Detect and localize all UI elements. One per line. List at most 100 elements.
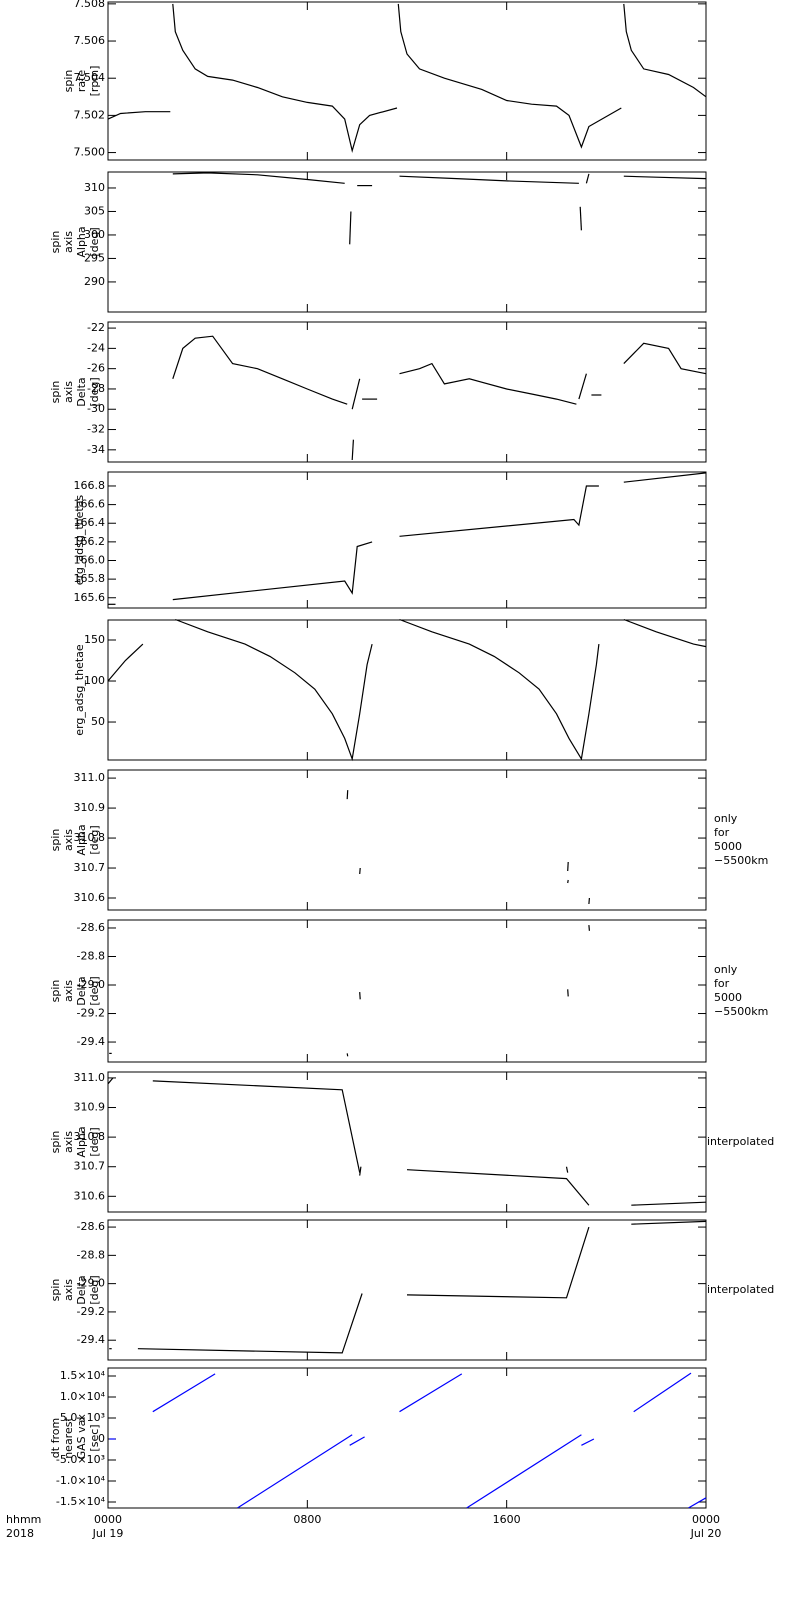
- y-tick-label: 7.502: [74, 108, 106, 121]
- x-tick-label: 0800: [293, 1513, 321, 1526]
- data-line: [152, 1373, 216, 1413]
- y-tick-label: -29.0: [77, 978, 105, 991]
- y-axis-label: spin: [49, 980, 62, 1003]
- x-axis-label: 2018: [6, 1527, 34, 1540]
- y-tick-label: 310.9: [74, 1101, 106, 1114]
- data-line: [565, 1166, 569, 1173]
- panel-note: 5000: [714, 991, 742, 1004]
- data-line: [588, 925, 590, 931]
- y-tick-label: -28.6: [77, 921, 105, 934]
- data-line: [107, 1077, 114, 1085]
- y-tick-label: -29.4: [77, 1333, 105, 1346]
- panel-frame: [107, 1071, 707, 1213]
- y-tick-label: 7.506: [74, 34, 106, 47]
- data-line: [346, 1053, 349, 1057]
- data-line: [567, 861, 569, 872]
- data-line: [633, 1372, 692, 1413]
- y-tick-label: 165.8: [74, 572, 106, 585]
- y-axis-label: erg_adsg_thetae: [73, 644, 86, 736]
- data-line: [581, 1438, 595, 1446]
- panel-note: interpolated: [707, 1283, 774, 1296]
- data-line: [466, 1434, 582, 1509]
- data-line: [349, 1436, 365, 1446]
- y-tick-label: 290: [84, 275, 105, 288]
- data-line: [359, 992, 361, 1000]
- y-tick-label: 1.5×10⁴: [60, 1369, 106, 1382]
- y-axis-label: spin: [49, 381, 62, 404]
- x-axis-label: hhmm: [6, 1513, 41, 1526]
- y-axis-label: axis: [62, 381, 75, 403]
- y-axis-label: spin: [49, 231, 62, 254]
- y-tick-label: 7.504: [74, 71, 106, 84]
- panel-note: for: [714, 977, 730, 990]
- y-axis-label: axis: [62, 231, 75, 253]
- y-axis-label: [deg]: [88, 1275, 101, 1304]
- y-tick-label: 310: [84, 181, 105, 194]
- y-tick-label: 295: [84, 251, 105, 264]
- y-axis-label: dt from: [49, 1418, 62, 1458]
- y-axis-label: GAS val: [75, 1417, 88, 1460]
- y-tick-label: -1.0×10⁴: [56, 1474, 106, 1487]
- data-line: [406, 1226, 590, 1299]
- x-tick-date: Jul 20: [690, 1527, 722, 1540]
- y-axis-label: Alpha: [75, 824, 88, 855]
- y-tick-label: 300: [84, 228, 105, 241]
- panel-note: for: [714, 826, 730, 839]
- panel-frame: [107, 1219, 707, 1361]
- y-tick-label: 166.4: [74, 516, 106, 529]
- data-line: [107, 111, 171, 120]
- y-axis-label: [sec]: [88, 1424, 101, 1451]
- y-tick-label: -29.2: [77, 1007, 105, 1020]
- y-tick-label: 310.6: [74, 891, 106, 904]
- data-line: [623, 342, 707, 375]
- panel-frame: [107, 919, 707, 1063]
- x-tick-label: 0000: [692, 1513, 720, 1526]
- data-line: [172, 541, 373, 601]
- y-tick-label: 310.9: [74, 801, 106, 814]
- y-tick-label: 310.8: [74, 831, 106, 844]
- y-tick-label: 166.6: [74, 498, 106, 511]
- y-axis-label: spin: [49, 1279, 62, 1302]
- data-line: [349, 211, 352, 245]
- y-tick-label: 0: [98, 1432, 105, 1445]
- y-tick-label: -34: [87, 443, 105, 456]
- y-tick-label: 1.0×10⁴: [60, 1390, 106, 1403]
- y-tick-label: -28.8: [77, 1248, 105, 1261]
- x-tick-date: Jul 19: [92, 1527, 124, 1540]
- data-line: [346, 790, 349, 800]
- y-tick-label: 311.0: [74, 771, 106, 784]
- panel-note: 5000: [714, 840, 742, 853]
- x-tick-label: 1600: [493, 1513, 521, 1526]
- y-tick-label: -29.0: [77, 1277, 105, 1290]
- y-axis-label: Delta: [75, 976, 88, 1005]
- data-line: [359, 1166, 362, 1176]
- data-line: [175, 618, 373, 762]
- y-tick-label: 150: [84, 633, 105, 646]
- y-axis-label: spin: [62, 70, 75, 93]
- y-tick-label: -28.8: [77, 949, 105, 962]
- y-tick-label: 5.0×10³: [60, 1411, 105, 1424]
- data-line: [567, 879, 569, 884]
- y-tick-label: -5.0×10³: [56, 1453, 105, 1466]
- y-axis-label: spin: [49, 829, 62, 852]
- y-tick-label: -30: [87, 402, 105, 415]
- y-tick-label: 310.8: [74, 1130, 106, 1143]
- y-axis-label: [deg]: [88, 227, 101, 256]
- y-tick-label: 166.0: [74, 553, 106, 566]
- data-line: [399, 618, 600, 761]
- y-axis-label: nearest: [62, 1417, 75, 1459]
- x-tick-label: 0000: [94, 1513, 122, 1526]
- y-tick-label: 50: [91, 715, 105, 728]
- y-tick-label: 310.7: [74, 861, 106, 874]
- y-axis-label: Delta: [75, 1275, 88, 1304]
- data-line: [579, 206, 582, 231]
- y-tick-label: 166.8: [74, 479, 106, 492]
- data-line: [578, 373, 587, 400]
- y-axis-label: [deg]: [88, 1127, 101, 1156]
- panel-note: −5500km: [714, 854, 768, 867]
- y-axis-label: Delta: [75, 377, 88, 406]
- panel-note: only: [714, 963, 738, 976]
- y-tick-label: -22: [87, 321, 105, 334]
- panel-note: −5500km: [714, 1005, 768, 1018]
